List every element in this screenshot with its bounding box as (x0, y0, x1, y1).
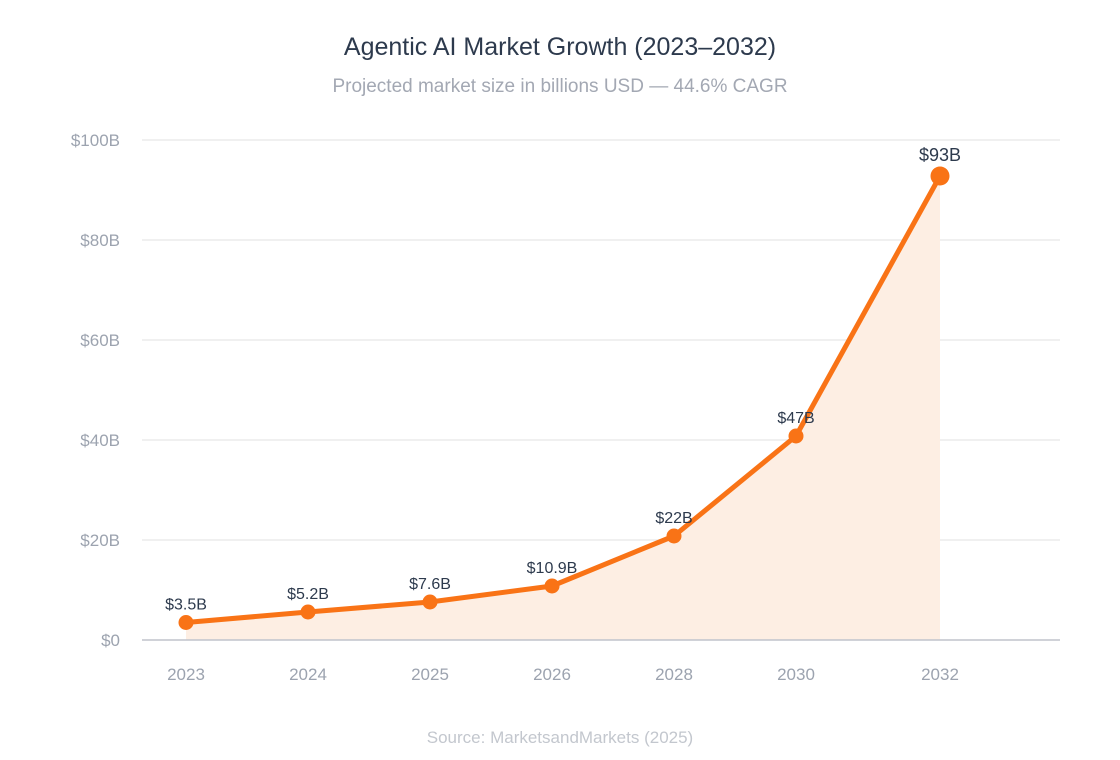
x-tick-label: 2028 (655, 665, 693, 684)
x-axis: 2023 2024 2025 2026 2028 2030 2032 (167, 665, 959, 684)
area-fill (186, 176, 940, 640)
x-tick-label: 2023 (167, 665, 205, 684)
y-tick-label: $20B (80, 531, 120, 550)
chart-title: Agentic AI Market Growth (2023–2032) (344, 33, 776, 61)
x-tick-label: 2030 (777, 665, 815, 684)
data-point (178, 615, 194, 630)
data-label: $10.9B (527, 560, 578, 577)
x-tick-label: 2024 (289, 665, 327, 684)
data-point (930, 166, 950, 186)
x-tick-label: 2026 (533, 665, 571, 684)
y-tick-label: $80B (80, 231, 120, 250)
chart-subtitle: Projected market size in billions USD — … (332, 76, 787, 97)
source-note: Source: MarketsandMarkets (2025) (427, 728, 693, 747)
data-point (666, 528, 682, 544)
y-tick-label: $40B (80, 431, 120, 450)
data-point (788, 428, 804, 444)
data-label: $47B (777, 410, 814, 427)
data-label: $5.2B (287, 586, 329, 603)
data-point (422, 594, 438, 610)
data-label: $22B (655, 510, 692, 527)
y-tick-label: $60B (80, 331, 120, 350)
data-point (544, 578, 560, 594)
x-tick-label: 2025 (411, 665, 449, 684)
data-label: $7.6B (409, 576, 451, 593)
y-tick-label: $0 (101, 631, 120, 650)
x-tick-label: 2032 (921, 665, 959, 684)
data-label: $93B (919, 145, 961, 165)
y-axis: $0 $20B $40B $60B $80B $100B (71, 131, 120, 650)
data-point (300, 604, 316, 620)
data-label: $3.5B (165, 597, 207, 614)
data-points: $3.5B $5.2B $7.6B $10.9B $22B $47B $93B (165, 145, 961, 630)
y-tick-label: $100B (71, 131, 120, 150)
